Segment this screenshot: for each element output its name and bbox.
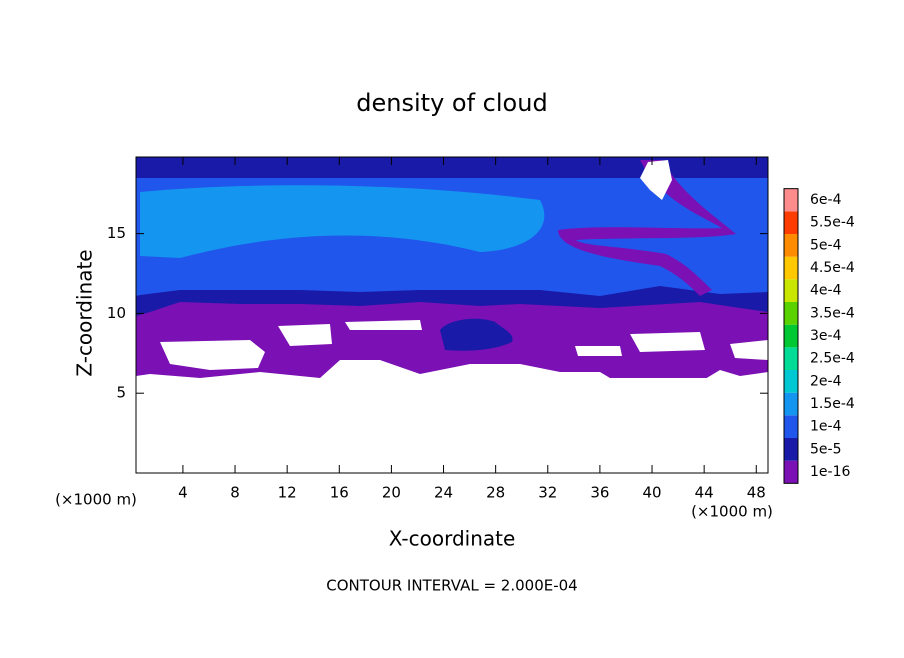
y-tick-label: 15 [107, 224, 126, 242]
colorbar-label: 5e-5 [810, 441, 841, 457]
x-unit: (×1000 m) [691, 503, 773, 521]
x-tick-label: 20 [382, 484, 401, 502]
blank-area [160, 340, 265, 370]
blank-area [575, 346, 622, 356]
y-axis-label: Z-coordinate [73, 249, 97, 376]
chart-title: density of cloud [356, 89, 547, 117]
colorbar-swatch [784, 438, 798, 461]
colorbar-label: 3e-4 [810, 328, 842, 344]
x-tick-label: 24 [434, 484, 453, 502]
x-tick-label: 8 [230, 484, 240, 502]
colorbar-label: 2.5e-4 [810, 351, 855, 367]
blank-area [136, 378, 768, 473]
colorbar-swatch [784, 188, 798, 212]
y-tick-label: 10 [107, 304, 126, 322]
blank-area [630, 332, 705, 352]
colorbar-label: 4.5e-4 [810, 260, 855, 276]
contour-region [558, 160, 736, 296]
colorbar-swatch [784, 234, 798, 257]
x-tick-label: 48 [747, 484, 766, 502]
colorbar-swatch [784, 415, 798, 438]
x-tick-label: 44 [695, 484, 714, 502]
colorbar-label: 5e-4 [810, 237, 842, 253]
colorbar-label: 1e-16 [810, 464, 850, 480]
x-tick-label: 32 [538, 484, 557, 502]
colorbar-swatch [784, 324, 798, 348]
colorbar-label: 2e-4 [810, 373, 842, 389]
colorbar-swatch [784, 256, 798, 280]
colorbar-swatch [784, 211, 798, 234]
colorbar-swatch [784, 392, 798, 416]
colorbar-label: 4e-4 [810, 283, 842, 299]
x-tick-label: 4 [178, 484, 188, 502]
contour-region [140, 185, 545, 258]
colorbar-label: 3.5e-4 [810, 305, 855, 321]
colorbar-swatch [784, 370, 798, 393]
blank-area [640, 160, 672, 200]
colorbar-swatch [784, 460, 798, 484]
x-tick-label: 40 [642, 484, 661, 502]
blank-area [278, 324, 332, 346]
colorbar-label: 6e-4 [810, 192, 842, 208]
plot-frame [135, 156, 769, 474]
contour-region [440, 318, 513, 351]
x-tick-label: 12 [278, 484, 297, 502]
blank-area [345, 320, 422, 330]
x-tick-label: 16 [330, 484, 349, 502]
colorbar-swatch [784, 302, 798, 325]
colorbar-label: 1e-4 [810, 419, 842, 435]
colorbar-swatch [784, 347, 798, 370]
footnote: CONTOUR INTERVAL = 2.000E-04 [326, 577, 577, 595]
blank-area [730, 340, 768, 360]
x-axis-label: X-coordinate [389, 527, 516, 551]
y-unit: (×1000 m) [55, 491, 137, 509]
colorbar-frame [783, 188, 799, 484]
blank-areas [136, 160, 768, 473]
y-tick-label: 5 [116, 384, 126, 402]
colorbar-label: 1.5e-4 [810, 396, 855, 412]
x-tick-label: 28 [486, 484, 505, 502]
colorbar-swatch [784, 279, 798, 302]
colorbar-label: 5.5e-4 [810, 215, 855, 231]
x-tick-label: 36 [590, 484, 609, 502]
